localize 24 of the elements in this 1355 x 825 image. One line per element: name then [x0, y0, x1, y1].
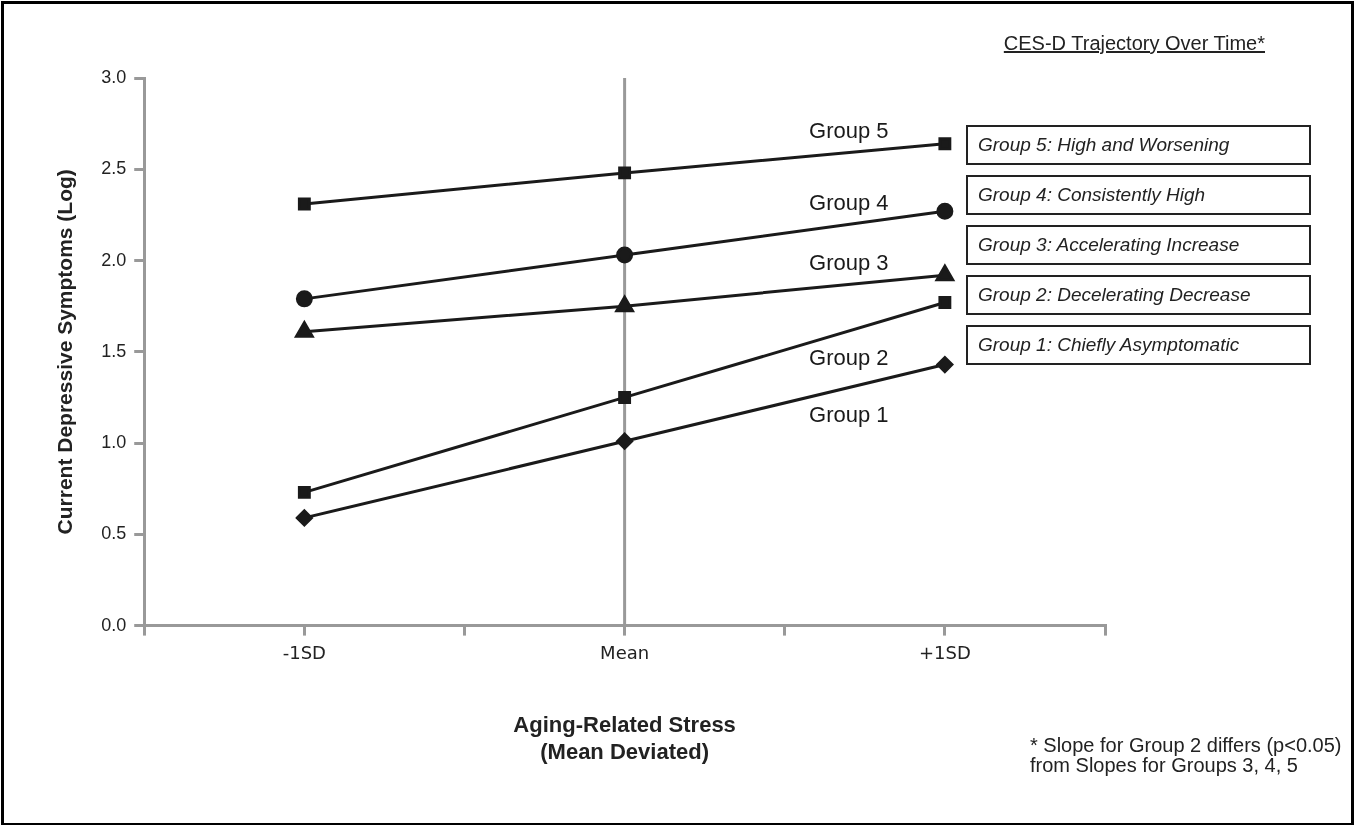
- series-label: Group 5: [809, 118, 889, 144]
- y-tick-label: 0.5: [101, 523, 127, 544]
- annotation: Group 4: Consistently High: [966, 175, 1311, 215]
- annotation: Group 2: Decelerating Decrease: [966, 275, 1311, 315]
- chart-title: CES-D Trajectory Over Time*: [1003, 32, 1265, 55]
- x-axis-title: Aging-Related Stress (Mean Deviated): [513, 712, 736, 764]
- series-label: Group 3: [809, 250, 889, 276]
- annotation: Group 5: High and Worsening: [966, 125, 1311, 165]
- x-tick-label: -1SD: [282, 642, 326, 664]
- y-tick-label: 2.0: [101, 249, 127, 270]
- text: * Slope for Group 2 differs (p<0.05) from Slopes for Groups 3, 4, 5: [1030, 734, 1342, 776]
- series-label: Group 4: [809, 190, 889, 216]
- series-label: Group 1: [809, 401, 889, 427]
- series-label: Group 2: [809, 344, 889, 370]
- y-tick-label: 3.0: [101, 66, 127, 87]
- y-tick-label: 0.0: [101, 614, 127, 635]
- annotation: Group 1: Chiefly Asymptomatic: [966, 325, 1311, 365]
- y-tick-label: 1.5: [101, 340, 127, 361]
- y-tick-label: 1.0: [101, 432, 127, 453]
- y-tick-label: 2.5: [101, 158, 127, 179]
- annotation: Group 3: Accelerating Increase: [966, 225, 1311, 265]
- y-axis-title: Current Depressive Symptoms (Log): [53, 169, 77, 535]
- x-tick-label: +1SD: [918, 642, 971, 664]
- x-tick-label: Mean: [600, 642, 650, 664]
